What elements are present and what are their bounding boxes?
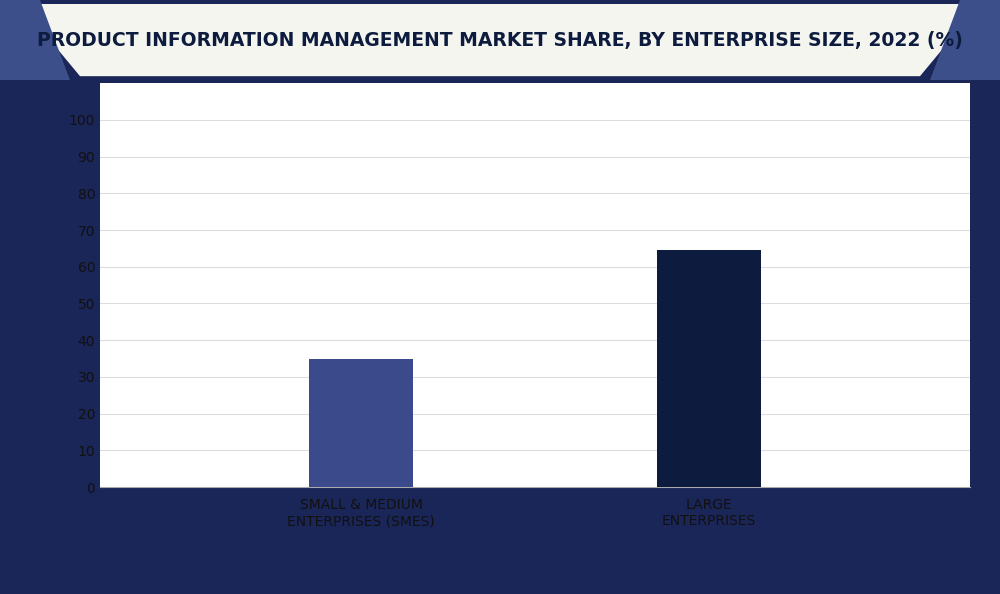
Text: PRODUCT INFORMATION MANAGEMENT MARKET SHARE, BY ENTERPRISE SIZE, 2022 (%): PRODUCT INFORMATION MANAGEMENT MARKET SH… [37, 31, 963, 49]
Polygon shape [20, 4, 980, 76]
Bar [657, 250, 761, 487]
Text: © PRECEDENCE RESEARCH: © PRECEDENCE RESEARCH [762, 562, 970, 576]
Polygon shape [0, 0, 70, 80]
Polygon shape [930, 0, 1000, 80]
Polygon shape [930, 0, 1000, 80]
Bar [309, 359, 413, 487]
Polygon shape [0, 0, 70, 80]
